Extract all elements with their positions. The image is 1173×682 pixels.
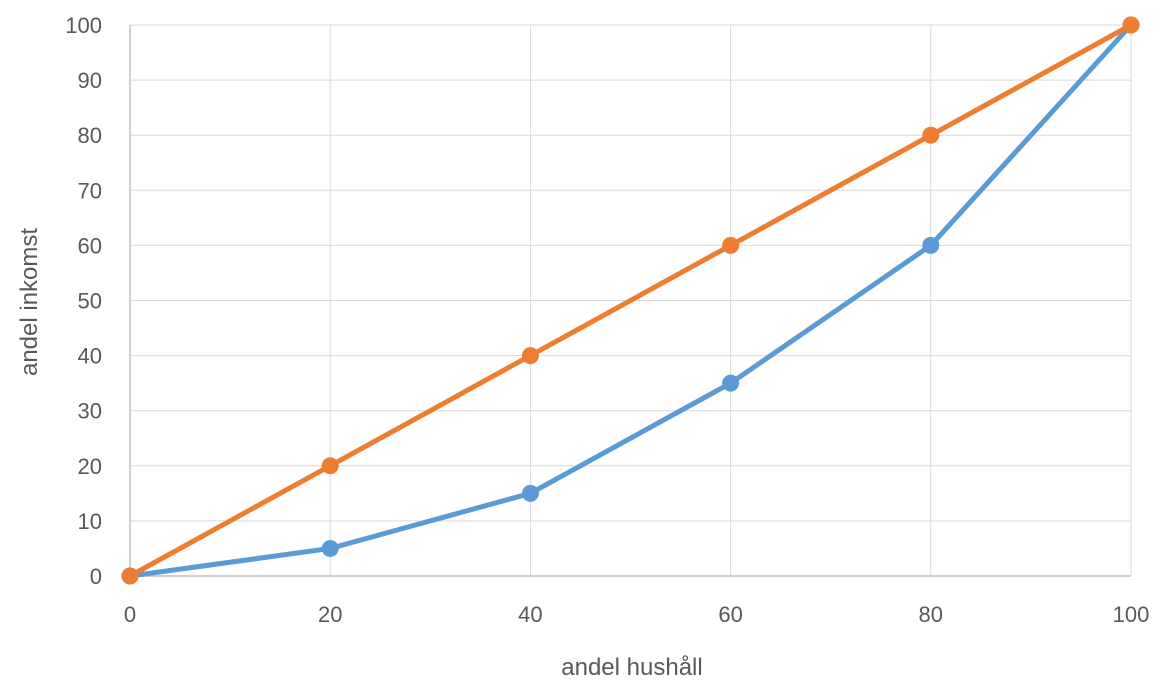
series-layer	[121, 16, 1140, 585]
data-point	[121, 567, 139, 585]
y-tick-labels: 0 10 20 30 40 50 60 70 80 90 100	[65, 13, 102, 589]
data-point	[521, 484, 539, 502]
x-axis-label: andel hushåll	[561, 654, 702, 681]
y-tick-label: 80	[78, 123, 102, 148]
y-tick-label: 10	[78, 509, 102, 534]
series-line	[127, 22, 1134, 579]
x-tick-label: 60	[718, 602, 742, 627]
x-tick-labels: 0 20 40 60 80 100	[124, 602, 1149, 627]
data-point	[1122, 16, 1140, 34]
x-tick-label: 40	[518, 602, 542, 627]
data-point	[321, 457, 339, 475]
y-tick-label: 50	[78, 289, 102, 314]
x-tick-label: 80	[919, 602, 943, 627]
y-tick-label: 40	[78, 344, 102, 369]
x-tick-label: 20	[318, 602, 342, 627]
y-tick-label: 30	[78, 399, 102, 424]
axes	[129, 25, 1131, 577]
y-axis-label: andel inkomst	[16, 228, 43, 376]
series-line	[127, 22, 1134, 579]
x-tick-label: 0	[124, 602, 136, 627]
data-point	[521, 347, 539, 365]
y-tick-label: 70	[78, 178, 102, 203]
data-point	[922, 126, 940, 144]
x-tick-label: 100	[1113, 602, 1150, 627]
y-tick-label: 20	[78, 454, 102, 479]
series-2	[121, 16, 1140, 585]
data-point	[722, 374, 740, 392]
y-tick-label: 0	[90, 564, 102, 589]
data-point	[722, 236, 740, 254]
data-point	[321, 539, 339, 557]
y-tick-label: 100	[65, 13, 102, 38]
y-tick-label: 90	[78, 68, 102, 93]
y-tick-label: 60	[78, 233, 102, 258]
data-point	[922, 236, 940, 254]
